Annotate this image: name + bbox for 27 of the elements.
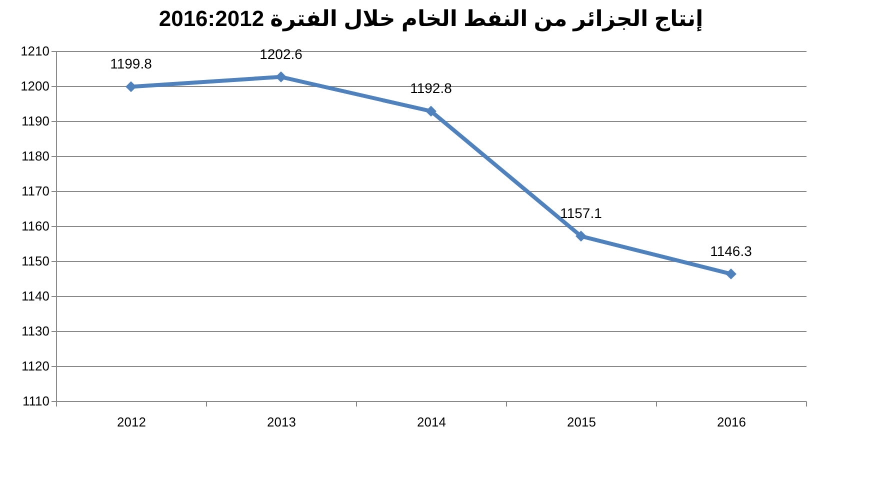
point	[576, 230, 586, 242]
data-label: 1192.8	[410, 80, 452, 96]
data-label: 1202.6	[260, 46, 303, 62]
data-label: 1157.1	[560, 205, 602, 222]
y-tick-label: 1180	[22, 148, 50, 164]
y-tick-label: 1140	[22, 288, 50, 304]
x-tick-label: 2016	[717, 414, 746, 430]
y-tick-label: 1130	[22, 324, 50, 338]
data-label: 1146.3	[710, 242, 752, 259]
y-tick-label: 1150	[22, 254, 50, 268]
chart-title: إنتاج الجزائر من النفط الخام خلال الفترة 2016:2012	[158, 6, 704, 32]
y-tick-label: 1160	[22, 218, 50, 234]
x-tick-label: 2013	[267, 414, 296, 430]
y-tick-label: 1210	[20, 44, 50, 58]
point	[276, 71, 286, 82]
point	[126, 81, 136, 92]
x-tick-label: 2015	[567, 414, 596, 430]
y-tick-label: 1120	[22, 358, 50, 374]
point	[726, 268, 736, 280]
point	[426, 106, 436, 117]
y-tick-label: 1110	[22, 394, 50, 408]
y-tick-label: 1190	[22, 114, 50, 128]
data-label: 1199.8	[110, 56, 152, 72]
x-tick-label: 2012	[117, 414, 146, 430]
y-tick-label: 1170	[22, 184, 50, 198]
y-tick-label: 1200	[20, 78, 50, 94]
x-tick-label: 2014	[417, 414, 446, 430]
